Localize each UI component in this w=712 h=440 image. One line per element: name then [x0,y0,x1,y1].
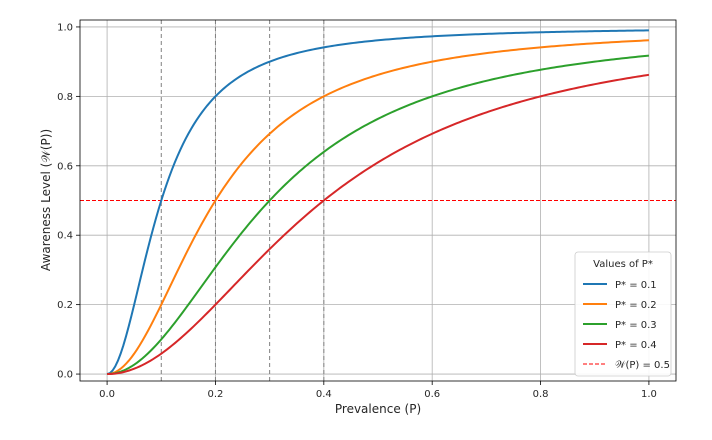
series-line-3 [107,54,650,376]
y-tick-label: 1.0 [57,22,73,33]
x-tick-label: 0.4 [316,389,332,400]
legend: Values of P* P* = 0.1 P* = 0.2 P* = 0.3 P* =… [574,251,672,377]
y-axis-label: Awareness Level (𝒲(P)) [39,129,53,271]
plot-frame [79,19,677,382]
y-ticks: 0.0 0.2 0.4 0.6 0.8 1.0 [57,22,80,381]
legend-label-reference: 𝒲(P) = 0.5 [615,360,670,371]
legend-title: Values of P* [593,259,653,270]
x-tick-label: 0.8 [533,389,549,400]
x-axis-label: Prevalence (P) [335,402,421,416]
legend-box [574,251,672,377]
series-line-4 [107,73,650,376]
legend-label-3: P* = 0.3 [615,320,657,331]
x-tick-label: 0.0 [99,389,115,400]
x-tick-label: 1.0 [641,389,657,400]
y-tick-label: 0.0 [57,370,73,381]
y-tick-label: 0.8 [57,92,73,103]
legend-label-2: P* = 0.2 [615,300,657,311]
series-line-1 [106,29,649,376]
y-tick-label: 0.2 [57,300,73,311]
series-lines [106,29,650,376]
x-tick-label: 0.6 [424,389,440,400]
legend-label-4: P* = 0.4 [615,340,657,351]
legend-label-1: P* = 0.1 [615,280,657,291]
series-line-2 [107,39,649,376]
x-tick-label: 0.2 [208,389,224,400]
y-tick-label: 0.6 [57,161,73,172]
x-ticks: 0.0 0.2 0.4 0.6 0.8 1.0 [99,381,657,400]
y-tick-label: 0.4 [57,231,73,242]
